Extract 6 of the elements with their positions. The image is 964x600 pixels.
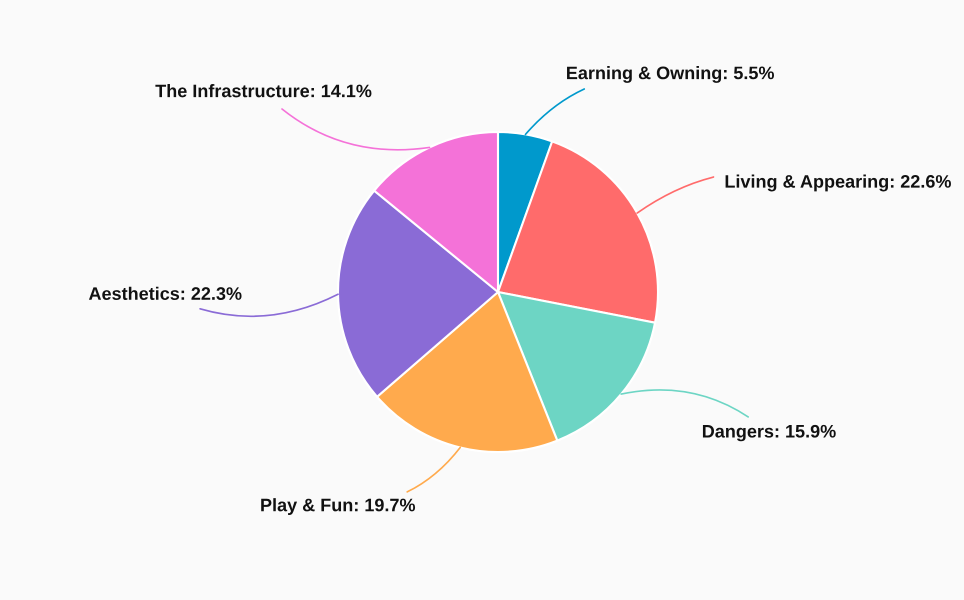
slice-label: The Infrastructure: 14.1% [155,84,372,98]
slice-label: Living & Appearing: 22.6% [726,174,951,192]
slice-label: Dangers: 15.9% [702,424,836,442]
slice-label: Earning & Owning: 5.5% [567,66,774,83]
slice-label: Aesthetics: 22.3% [88,286,242,300]
slice-label: Play & Fun: 19.7% [261,498,416,515]
